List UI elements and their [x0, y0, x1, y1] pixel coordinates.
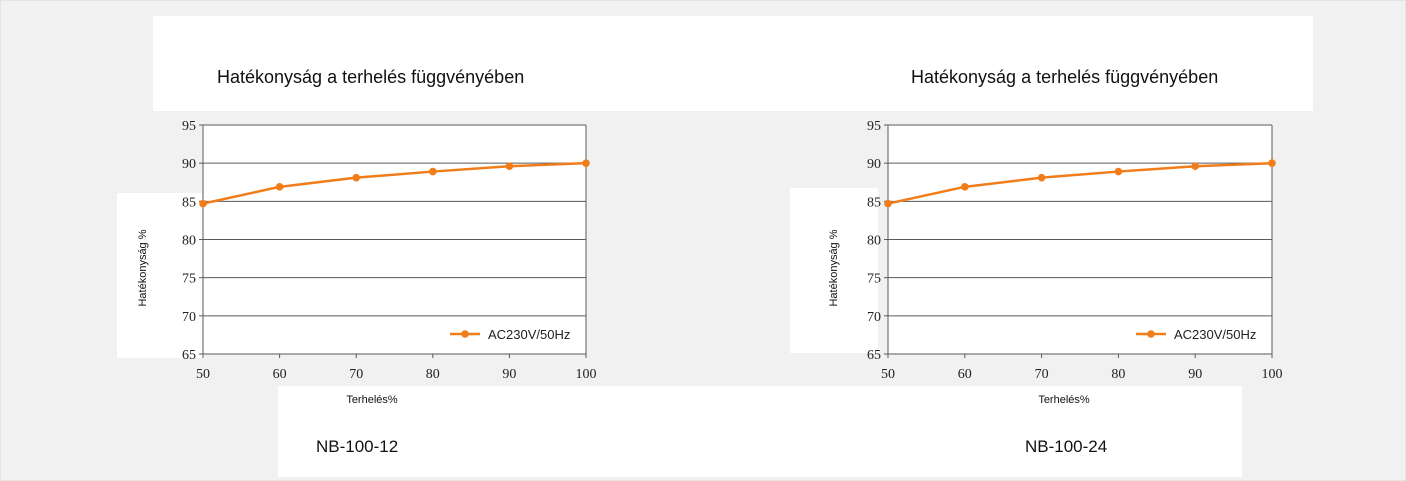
y-axis-label: Hatékonyság %: [137, 229, 149, 306]
y-axis-label-panel-right: [790, 188, 878, 353]
data-point: [505, 162, 514, 171]
data-point: [275, 183, 284, 191]
y-tick-label: 90: [182, 157, 196, 172]
chart-title-right: Hatékonyság a terhelés függvényében: [911, 67, 1219, 87]
model-label-left: NB-100-12: [316, 437, 399, 456]
model-label-right: NB-100-24: [1025, 437, 1108, 456]
x-tick-label: 80: [426, 367, 440, 382]
data-point: [582, 159, 590, 167]
x-axis-label: Terhelés%: [346, 394, 398, 406]
data-point: [429, 167, 437, 176]
y-tick-label: 95: [182, 119, 196, 134]
header-panel: [153, 16, 1313, 111]
y-tick-label: 65: [182, 348, 196, 363]
footer-panel: [278, 386, 1242, 477]
legend-marker: [461, 330, 469, 338]
data-point: [199, 199, 207, 208]
y-tick-label: 70: [182, 310, 196, 325]
y-tick-label: 85: [182, 195, 196, 210]
x-tick-label: 60: [273, 367, 287, 382]
x-tick-label: 100: [576, 367, 597, 382]
y-axis-label-panel-left: [117, 193, 205, 358]
y-tick-label: 80: [182, 234, 196, 249]
x-tick-label: 90: [502, 367, 516, 382]
x-tick-label: 50: [196, 367, 210, 382]
y-tick-label: 75: [182, 272, 196, 287]
x-tick-label: 70: [349, 367, 363, 382]
legend-label: AC230V/50Hz: [488, 327, 570, 342]
series-line: [202, 161, 587, 205]
chart-title-left: Hatékonyság a terhelés függvényében: [217, 67, 525, 87]
data-point: [352, 173, 361, 182]
